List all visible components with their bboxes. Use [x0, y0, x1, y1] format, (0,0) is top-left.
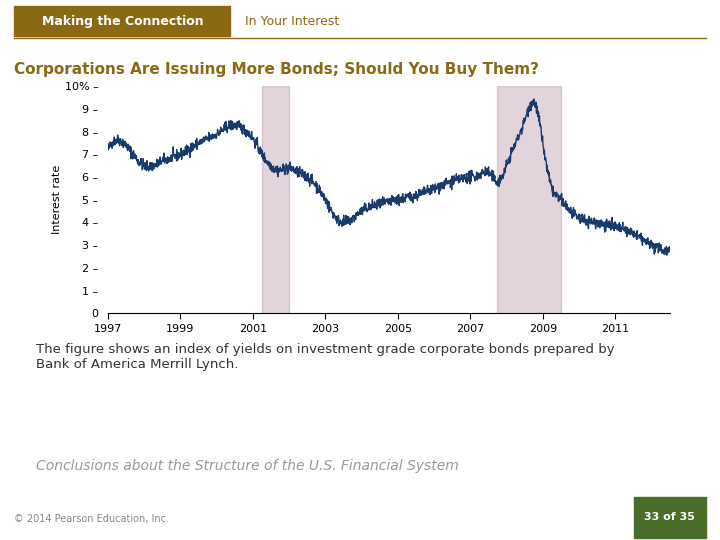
FancyBboxPatch shape	[14, 5, 230, 36]
Text: The figure shows an index of yields on investment grade corporate bonds prepared: The figure shows an index of yields on i…	[36, 343, 615, 371]
Text: Making the Connection: Making the Connection	[42, 15, 203, 28]
Text: Corporations Are Issuing More Bonds; Should You Buy Them?: Corporations Are Issuing More Bonds; Sho…	[14, 62, 539, 77]
Text: © 2014 Pearson Education, Inc.: © 2014 Pearson Education, Inc.	[14, 514, 169, 524]
Text: In Your Interest: In Your Interest	[245, 15, 339, 28]
Text: Conclusions about the Structure of the U.S. Financial System: Conclusions about the Structure of the U…	[36, 459, 459, 473]
Bar	[498, 86, 561, 313]
FancyBboxPatch shape	[634, 497, 706, 538]
Y-axis label: Interest rate: Interest rate	[52, 165, 62, 234]
Text: 33 of 35: 33 of 35	[644, 512, 695, 522]
Bar	[262, 86, 289, 313]
